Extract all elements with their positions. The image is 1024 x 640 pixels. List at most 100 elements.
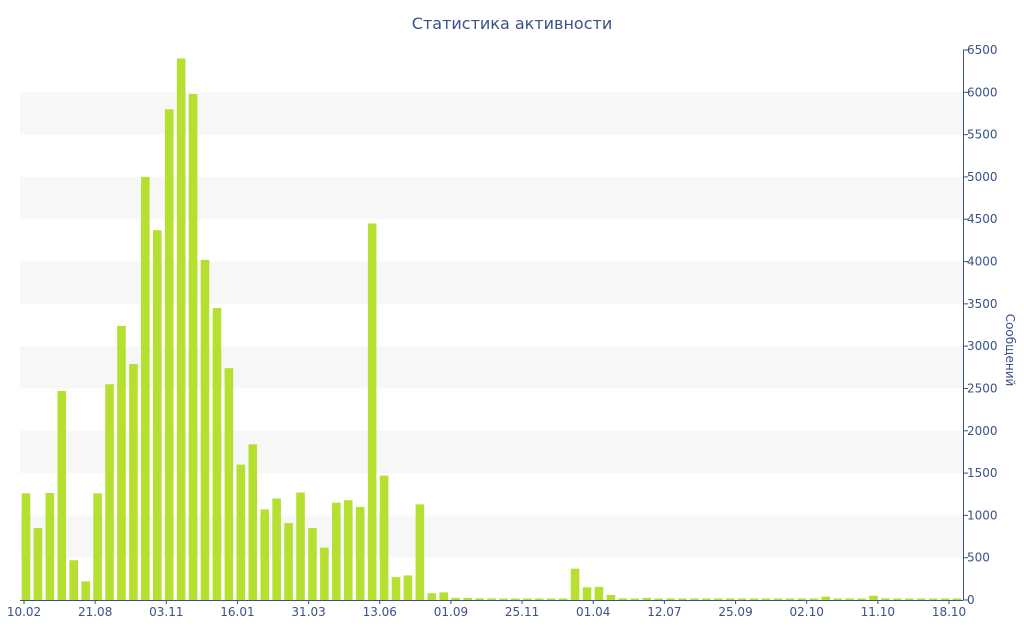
bar [200, 259, 210, 600]
bar [415, 504, 425, 600]
y-tick-label: 3500 [967, 297, 998, 311]
x-tick-label: 11.10 [861, 605, 895, 619]
bar [236, 464, 246, 600]
bar [773, 598, 783, 600]
bar [164, 109, 174, 600]
bar [260, 509, 269, 600]
bar [176, 58, 186, 600]
bar [21, 493, 31, 600]
y-tick-label: 4500 [967, 212, 998, 226]
grid-band [20, 176, 963, 220]
bar [594, 586, 604, 600]
bar [105, 384, 114, 600]
bar [475, 598, 484, 600]
y-tick-label: 5500 [967, 128, 998, 142]
bar [343, 500, 353, 600]
y-tick-label: 500 [967, 551, 990, 565]
x-tick-label: 25.09 [718, 605, 752, 619]
bar [928, 598, 938, 600]
bar [499, 598, 508, 600]
bar [904, 598, 914, 600]
bar [690, 598, 699, 600]
bar [678, 598, 687, 600]
axes [20, 50, 964, 601]
bar [463, 597, 472, 600]
bar [546, 598, 556, 600]
x-tick-label: 25.11 [505, 605, 539, 619]
bar [332, 502, 341, 600]
x-tick-label: 18.10 [932, 605, 966, 619]
bar [427, 593, 437, 600]
bar [152, 230, 162, 601]
bar [833, 598, 842, 600]
bar [845, 598, 854, 600]
bar [93, 493, 102, 600]
bar [248, 444, 258, 600]
grid-band [20, 92, 963, 135]
y-ticks: 0 500 1000 1500 2000 2500 3000 3500 4000 4500 5000… [963, 43, 998, 607]
bar [296, 492, 305, 600]
bar [558, 598, 568, 600]
bar [129, 363, 138, 600]
bar [391, 577, 401, 600]
bar [272, 498, 281, 600]
bar [81, 581, 90, 600]
bar [320, 547, 329, 600]
bar [367, 223, 377, 600]
bar [916, 598, 926, 600]
bar [702, 598, 711, 600]
bar [785, 598, 795, 600]
y-tick-label: 6000 [967, 85, 998, 99]
x-tick-label: 03.11 [149, 605, 183, 619]
bar [141, 176, 150, 601]
bar [224, 368, 234, 600]
x-tick-label: 13.06 [363, 605, 397, 619]
bar [451, 597, 460, 600]
x-tick-label: 12.07 [647, 605, 681, 619]
bar [69, 560, 79, 600]
bar [857, 598, 866, 600]
x-tick-label: 21.08 [78, 605, 112, 619]
y-tick-label: 6500 [967, 43, 998, 57]
bar [869, 595, 878, 600]
y-tick-label: 3000 [967, 339, 998, 353]
bar [534, 598, 544, 600]
bar [940, 598, 950, 600]
y-tick-label: 0 [967, 593, 975, 607]
bar [308, 528, 317, 600]
bar [57, 391, 67, 600]
bar [642, 597, 651, 600]
x-tick-label: 31.03 [291, 605, 325, 619]
x-tick-label: 01.04 [576, 605, 610, 619]
bar [379, 475, 389, 600]
bar [606, 594, 616, 600]
bar [666, 598, 675, 600]
bar [821, 596, 831, 600]
bar [952, 598, 962, 600]
bar [212, 308, 222, 600]
bar [117, 325, 126, 600]
bar [881, 598, 890, 600]
bar [511, 598, 520, 600]
bar [797, 598, 807, 600]
bar [618, 598, 628, 600]
bar [893, 598, 902, 600]
bar [45, 492, 55, 600]
x-tick-label: 10.02 [7, 605, 41, 619]
bar [284, 523, 293, 600]
y-tick-label: 2000 [967, 424, 998, 438]
y-axis-label: Сообщений [1003, 314, 1017, 387]
x-ticks: 10.02 21.08 03.11 16.01 31.03 13.06 01.09 25.11… [7, 600, 966, 619]
chart-title: Статистика активности [411, 14, 613, 33]
x-tick-label: 01.09 [434, 605, 468, 619]
y-tick-label: 1000 [967, 508, 998, 522]
bar [630, 598, 640, 600]
bar [761, 598, 771, 600]
y-tick-label: 4000 [967, 255, 998, 269]
y-tick-label: 5000 [967, 170, 998, 184]
bar [33, 528, 43, 600]
bar [654, 598, 663, 600]
bar [725, 598, 735, 600]
bar [809, 598, 819, 600]
